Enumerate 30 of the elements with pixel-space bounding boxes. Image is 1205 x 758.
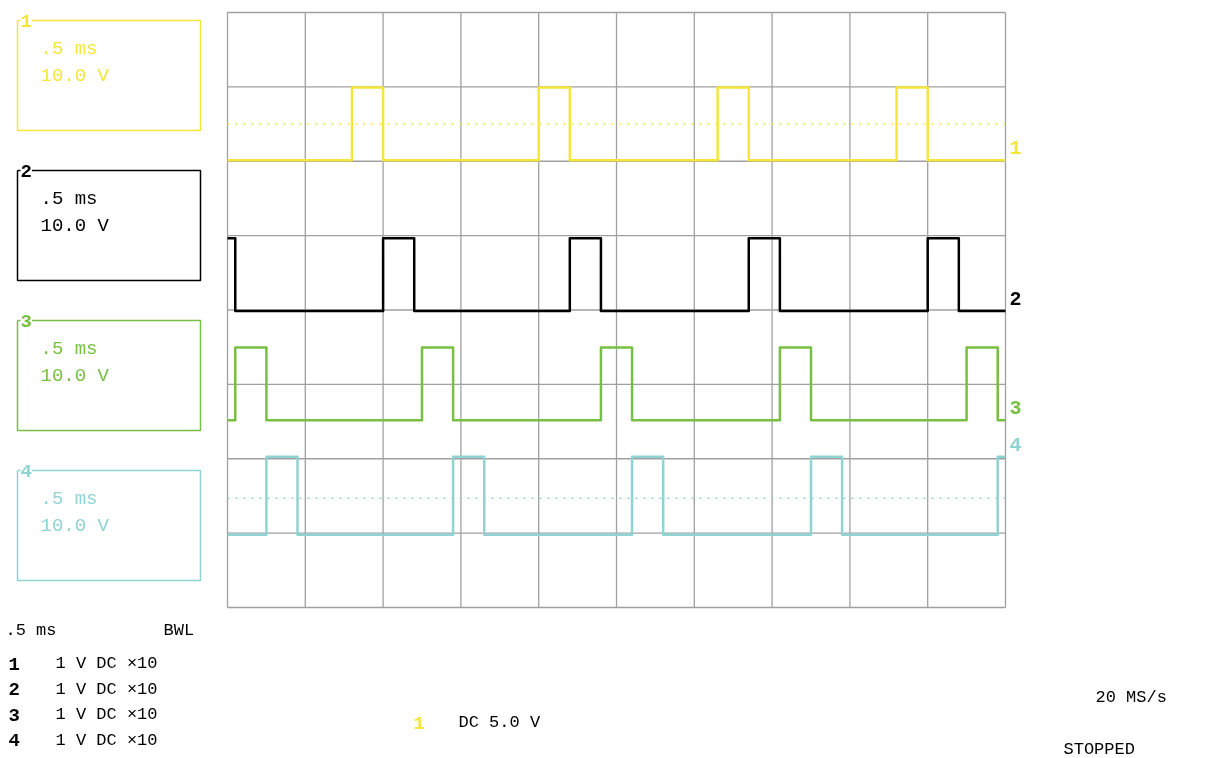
text: .5 ms [40,337,98,360]
text: DC 5.0 V [458,713,541,732]
text: .5 ms [40,487,98,510]
text: 10.0 V [40,364,110,387]
text: 2 [20,160,32,183]
text: 10.0 V [40,514,110,537]
text: .5 ms [40,187,98,210]
text: 4 [20,460,32,483]
text: 1 V DC ×10 [55,679,158,699]
text: 1 [20,10,32,33]
series-label: 4 [1009,433,1022,457]
text: 3 [20,310,32,333]
text: .5 ms [40,37,98,60]
text: 1 V DC ×10 [55,730,158,750]
text: 20 MS/s [1095,688,1167,707]
text: 1 V DC ×10 [55,705,158,724]
text: 4 [8,730,20,752]
text: 10.0 V [40,214,110,237]
text: 3 [8,704,20,727]
series-label: 3 [1009,397,1022,421]
text: 1 [413,712,425,735]
text: STOPPED [1063,740,1135,758]
text: .5 ms [5,621,57,640]
text: 10.0 V [40,64,110,87]
text: BWL [163,621,195,640]
text: 2 [8,679,20,701]
text: 1 [8,653,20,676]
series-label: 2 [1009,288,1022,312]
text: 1 V DC ×10 [55,654,158,673]
series-label: 1 [1009,137,1022,161]
